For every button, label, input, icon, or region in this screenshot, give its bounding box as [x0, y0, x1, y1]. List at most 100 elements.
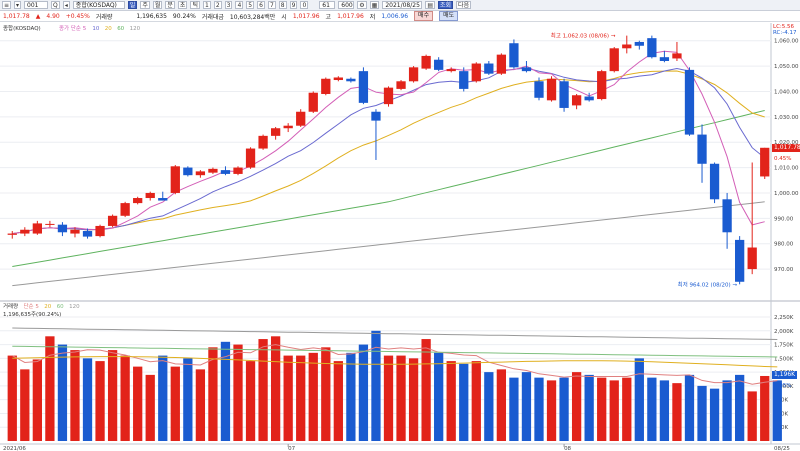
- candle-body: [270, 128, 281, 136]
- volume-ratio: 90.24%: [172, 12, 196, 20]
- current-price-tag: 1,017.78: [772, 143, 800, 152]
- buy-button[interactable]: 매수: [414, 11, 434, 21]
- sell-button[interactable]: 매도: [439, 11, 459, 21]
- price-tick-label: 1,040.00: [774, 89, 799, 95]
- candle-body: [484, 63, 494, 74]
- candle-body: [183, 167, 193, 176]
- high-value: 1,017.96: [337, 12, 364, 20]
- volume-bar: [308, 352, 318, 441]
- volume-bar: [321, 347, 331, 441]
- x-axis-label: 08: [564, 446, 571, 451]
- query-button[interactable]: 조회: [438, 1, 454, 9]
- volume-tick-label: 2,250K: [774, 315, 794, 321]
- code-input[interactable]: 001: [24, 1, 49, 9]
- candle-body: [697, 134, 707, 164]
- volume-bar: [722, 380, 732, 441]
- candle-body: [735, 239, 745, 282]
- candle-body: [195, 171, 206, 176]
- volume-bar: [82, 358, 93, 441]
- toolbar: ≡ ▾ 001 Q ◂ 종합(KOSDAQ) 일 주 월 분 초 틱 1 2 3…: [0, 0, 800, 11]
- tool-1-button[interactable]: 1: [202, 1, 211, 9]
- tool-6-button[interactable]: 6: [257, 1, 265, 9]
- next-button[interactable]: 다음: [456, 1, 472, 9]
- volume-bar: [709, 388, 720, 441]
- candle-body: [408, 67, 419, 82]
- price-legend-item: 10: [92, 26, 99, 32]
- search-icon[interactable]: Q: [51, 1, 60, 9]
- tool-8-button[interactable]: 8: [278, 1, 287, 9]
- candle-body: [346, 78, 356, 82]
- volume-legend-item: 20: [44, 304, 51, 310]
- volume-bar: [647, 377, 657, 441]
- candle-body: [358, 71, 369, 103]
- candle-body: [245, 148, 256, 168]
- candle-body: [82, 231, 93, 237]
- candle-body: [559, 81, 569, 108]
- volume-bar: [571, 372, 582, 441]
- candle-body: [584, 96, 594, 101]
- candle-body: [233, 167, 243, 174]
- tool-4-button[interactable]: 4: [235, 1, 244, 9]
- candle-body: [158, 198, 168, 201]
- date-field[interactable]: 2021/08/25: [382, 1, 423, 9]
- candle-body: [760, 147, 770, 177]
- tool-10-button[interactable]: 0: [300, 1, 309, 9]
- volume-bar: [45, 336, 55, 441]
- volume-legend-item: 단순 5: [24, 302, 40, 310]
- volume-bar: [170, 366, 180, 441]
- tool-3-button[interactable]: 3: [224, 1, 233, 9]
- period-second-button[interactable]: 초: [177, 1, 188, 9]
- candle-body: [220, 170, 231, 174]
- volume-bar: [95, 361, 105, 441]
- candle-body: [672, 53, 682, 59]
- count-field[interactable]: 61: [319, 1, 336, 9]
- price-tick-label: 1,060.00: [774, 39, 799, 45]
- volume-bar: [32, 359, 42, 441]
- candle-body: [308, 92, 318, 112]
- period-minute-button[interactable]: 분: [165, 1, 175, 9]
- calendar-icon[interactable]: ▤: [425, 1, 435, 9]
- volume-bar: [421, 339, 431, 441]
- chevron-left-icon[interactable]: ◂: [62, 1, 70, 9]
- tool-7-button[interactable]: 7: [267, 1, 276, 9]
- tool-5-button[interactable]: 5: [246, 1, 255, 9]
- candle-body: [296, 111, 306, 126]
- candle-body: [471, 63, 481, 82]
- volume-ma20-line: [12, 356, 778, 368]
- menu-icon[interactable]: ≡: [2, 1, 12, 9]
- index-name-field[interactable]: 종합(KOSDAQ): [72, 1, 125, 9]
- volume-bar: [408, 358, 419, 441]
- settings-icon[interactable]: ⚙: [357, 1, 367, 9]
- volume-bar: [296, 355, 306, 441]
- volume-bar: [245, 361, 256, 441]
- period-week-button[interactable]: 주: [140, 1, 150, 9]
- volume-legend-item: 120: [69, 304, 80, 310]
- tool-2-button[interactable]: 2: [213, 1, 222, 9]
- volume-bar: [521, 372, 532, 441]
- tool-9-button[interactable]: 9: [289, 1, 298, 9]
- grid-icon[interactable]: ▦: [369, 1, 380, 9]
- volume-bar: [760, 375, 770, 441]
- volume-ma60-line: [12, 345, 778, 358]
- candle-body: [571, 95, 582, 106]
- volume-bar: [120, 355, 130, 441]
- candle-body: [133, 198, 143, 204]
- volume-bar: [446, 361, 456, 441]
- volume-value: 1,196,635: [136, 12, 167, 20]
- period-month-button[interactable]: 월: [152, 1, 163, 9]
- volume-bar: [258, 339, 268, 441]
- dropdown-icon[interactable]: ▾: [14, 1, 22, 9]
- volume-bar: [622, 377, 632, 441]
- candle-body: [383, 87, 394, 105]
- change-percent: +0.45%: [65, 12, 90, 20]
- candle-body: [120, 203, 130, 216]
- volume-legend-item: 60: [57, 304, 64, 310]
- period-day-button[interactable]: 일: [127, 1, 138, 9]
- ma60-line: [12, 110, 765, 267]
- period-tick-button[interactable]: 틱: [190, 1, 200, 9]
- count-max-field: 600: [338, 1, 355, 9]
- ma120-line: [12, 201, 765, 287]
- volume-bar: [459, 363, 469, 441]
- volume-bar: [220, 341, 231, 441]
